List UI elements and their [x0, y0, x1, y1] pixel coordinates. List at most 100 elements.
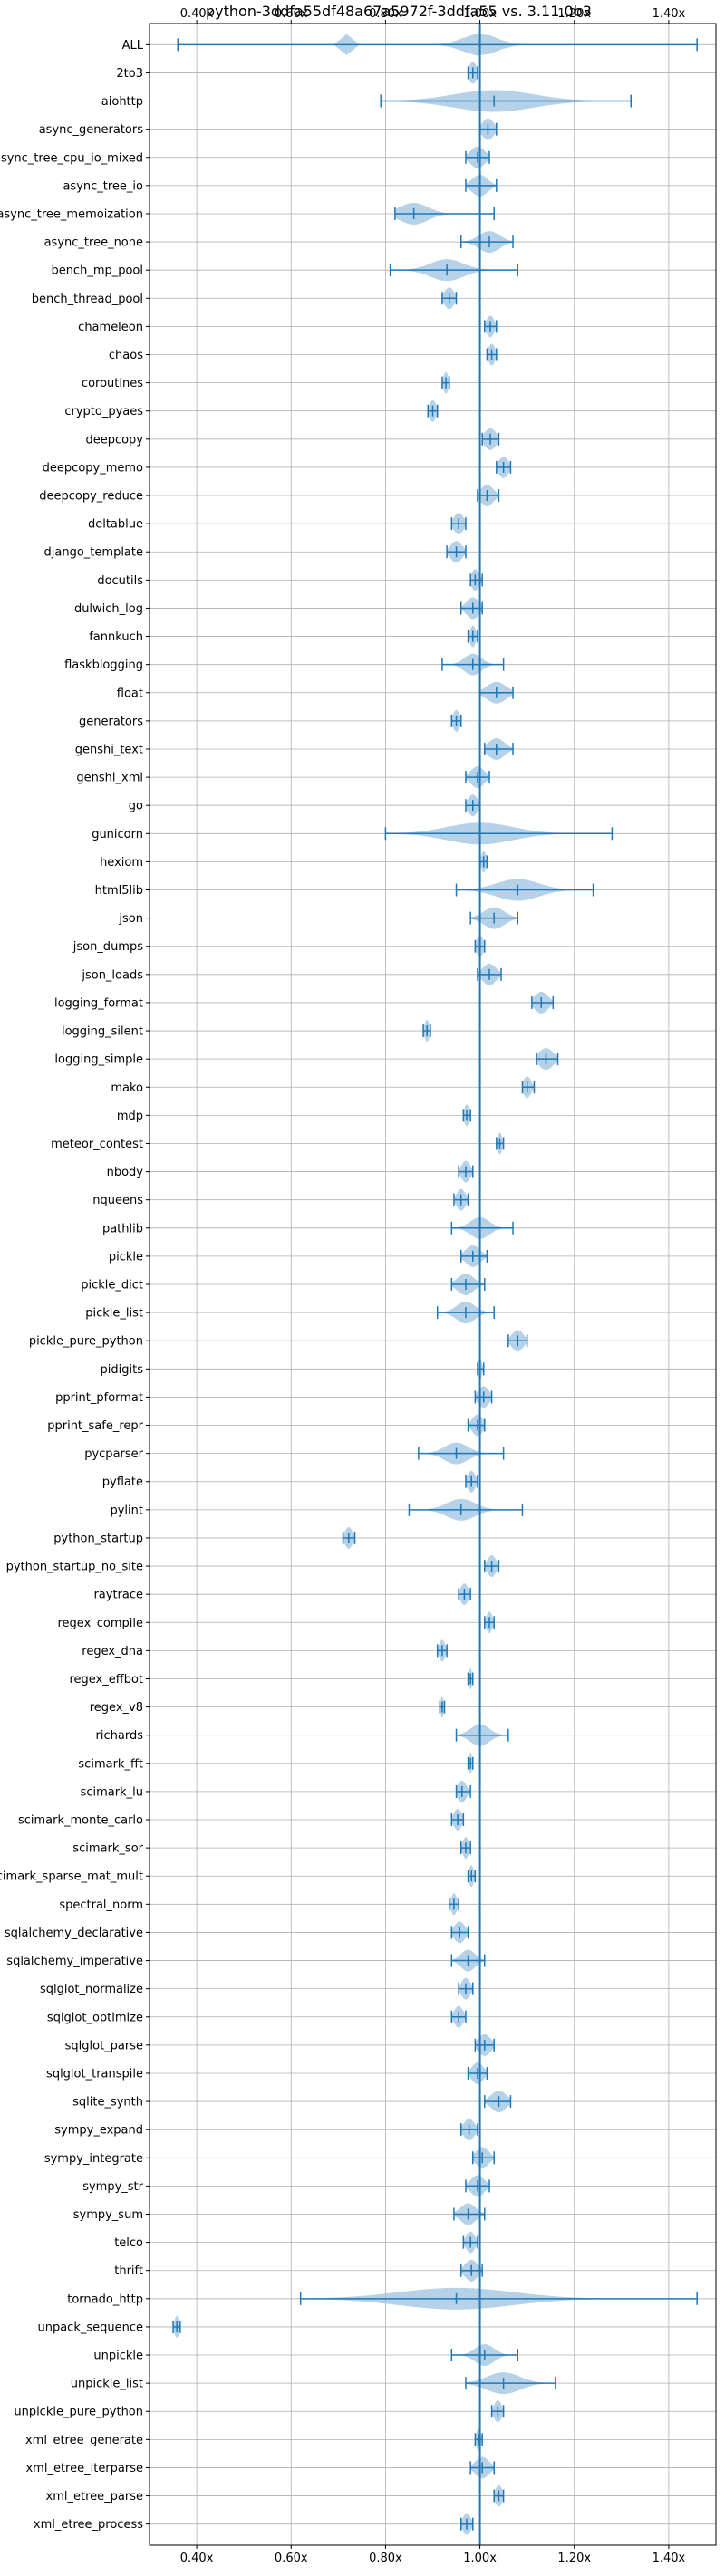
violin-pycparser — [418, 1442, 505, 1465]
y-tick-label: sqlglot_parse — [65, 2039, 143, 2052]
violin-pylint — [408, 1498, 524, 1521]
y-tick-label: pyflate — [102, 1475, 143, 1489]
x-tick-label-top: 0.60x — [275, 7, 308, 21]
y-tick-label: async_tree_cpu_io_mixed — [0, 151, 143, 165]
y-tick-label: deltablue — [88, 518, 143, 532]
violin-logging_simple — [536, 1048, 559, 1071]
violin-django_template — [446, 541, 467, 563]
y-tick-label: thrift — [114, 2264, 143, 2278]
violin-genshi_xml — [465, 766, 490, 789]
violin-regex_effbot — [467, 1668, 474, 1690]
y-tick-label: mdp — [117, 1110, 143, 1123]
violin-deepcopy_reduce — [477, 485, 500, 507]
violin-xml_etree_iterparse — [469, 2456, 495, 2479]
y-tick-label: sympy_integrate — [44, 2152, 143, 2166]
y-tick-label: scimark_lu — [81, 1785, 143, 1799]
y-tick-labels: ALL 2to3 aiohttp async_generators async_tree… — [0, 39, 144, 2532]
violin-richards — [455, 1724, 509, 1746]
y-tick-label: xml_etree_parse — [46, 2490, 143, 2504]
violin-scimark_sor — [460, 1837, 471, 1860]
violin-scimark_sparse_mat_mult — [467, 1865, 477, 1888]
violin-pickle_dict — [450, 1274, 486, 1295]
y-tick-label: pprint_pformat — [55, 1391, 143, 1405]
y-tick-label: pickle_list — [85, 1307, 143, 1321]
y-tick-label: async_tree_memoization — [0, 207, 143, 221]
y-tick-label: flaskblogging — [64, 658, 143, 672]
y-tick-label: bench_thread_pool — [32, 293, 143, 306]
y-tick-label: deepcopy — [85, 433, 143, 447]
y-tick-label: chameleon — [78, 321, 143, 334]
violin-aiohttp — [380, 90, 632, 112]
violin-xml_etree_parse — [493, 2485, 505, 2507]
violin-2to3 — [467, 62, 478, 84]
y-tick-label: sympy_sum — [73, 2208, 143, 2222]
violin-unpickle — [450, 2344, 518, 2367]
violin-raytrace — [458, 1583, 471, 1606]
y-tick-label: regex_compile — [57, 1617, 143, 1630]
y-tick-label: pathlib — [102, 1222, 143, 1235]
axes: 0.40x 0.40x 0.60x 0.60x 0.80x 0.80x 1.00x 1.00x… — [146, 7, 686, 2565]
violin-pickle_list — [436, 1302, 495, 1324]
violin-telco — [462, 2231, 478, 2254]
plot-frame — [149, 23, 717, 2546]
x-tick-label-top: 1.00x — [463, 7, 497, 21]
violin-chaos — [486, 343, 498, 366]
violin-deltablue — [450, 513, 467, 535]
violin-sqlglot_transpile — [467, 2062, 488, 2084]
y-tick-label: go — [129, 800, 143, 813]
violin-gunicorn — [384, 822, 614, 845]
violin-logging_silent — [422, 1020, 431, 1043]
violin-sqlglot_optimize — [450, 2005, 467, 2028]
y-tick-label: docutils — [97, 574, 143, 588]
violin-generators — [450, 709, 462, 732]
y-tick-label: deepcopy_reduce — [39, 490, 143, 504]
y-tick-label: logging_simple — [54, 1053, 143, 1067]
violin-hexiom — [478, 851, 488, 873]
x-tick-label-bottom: 0.80x — [369, 2552, 402, 2565]
y-tick-label: fannkuch — [89, 630, 143, 644]
y-tick-label: coroutines — [82, 377, 143, 390]
y-tick-label: generators — [79, 715, 143, 728]
violin-python_startup — [342, 1526, 356, 1549]
violin-pprint_pformat — [474, 1386, 493, 1408]
y-tick-label: 2to3 — [116, 67, 143, 81]
y-tick-label: pycparser — [84, 1447, 143, 1461]
y-tick-label: mako — [111, 1081, 143, 1095]
violin-series — [172, 34, 698, 2535]
violin-coroutines — [441, 371, 450, 394]
violin-bench_mp_pool — [389, 259, 518, 282]
violin-xml_etree_generate — [474, 2428, 483, 2451]
violin-bench_thread_pool — [441, 287, 458, 310]
violin-deepcopy_memo — [496, 456, 512, 478]
violin-mdp — [462, 1104, 471, 1127]
y-tick-label: json — [118, 912, 143, 926]
violin-async_tree_io — [465, 174, 498, 197]
violin-deepcopy — [481, 428, 500, 450]
violin-async_tree_cpu_io_mixed — [465, 146, 490, 168]
x-tick-label-bottom: 0.60x — [275, 2552, 308, 2565]
violin-json — [469, 907, 518, 929]
violin-json_loads — [477, 963, 502, 985]
violin-sympy_expand — [460, 2119, 478, 2141]
y-tick-label: genshi_text — [75, 743, 143, 756]
violin-python_startup_no_site — [484, 1555, 500, 1578]
violin-logging_format — [531, 991, 555, 1014]
violin-float — [478, 681, 514, 704]
y-tick-label: nbody — [107, 1166, 144, 1179]
y-tick-label: dulwich_log — [74, 602, 143, 616]
violin-pathlib — [450, 1216, 514, 1239]
y-tick-label: scimark_monte_carlo — [18, 1814, 143, 1828]
violin-tornado_http — [299, 2287, 698, 2310]
y-tick-label: unpickle_list — [71, 2378, 143, 2391]
y-tick-label: genshi_xml — [76, 772, 143, 785]
violin-regex_v8 — [439, 1696, 446, 1718]
y-tick-label: pickle_dict — [81, 1279, 143, 1293]
x-tick-label-top: 1.20x — [557, 7, 591, 21]
violin-thrift — [460, 2259, 483, 2282]
y-tick-label: unpickle — [93, 2350, 143, 2363]
y-tick-label: unpack_sequence — [37, 2321, 143, 2334]
y-tick-label: sympy_str — [82, 2180, 143, 2194]
chart-title: python-3ddfa55df48a67a5972f-3ddfa55 vs. … — [206, 3, 592, 20]
y-tick-label: json_dumps — [72, 940, 143, 954]
